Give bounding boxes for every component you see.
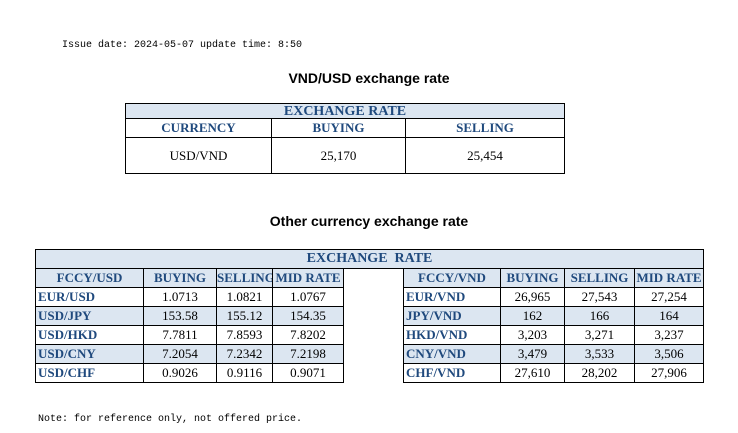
separator xyxy=(343,306,404,326)
table-title: EXCHANGE RATE xyxy=(34,249,705,269)
cell: 162 xyxy=(500,306,565,326)
separator xyxy=(343,363,404,383)
separator xyxy=(343,268,404,288)
column-header: SELLING xyxy=(564,268,635,288)
cell: 27,906 xyxy=(633,363,705,383)
cell: EUR/VND xyxy=(403,287,501,307)
data-row: USD/HKD 7.7811 7.8593 7.8202 HKD/VND 3,203 3,2… xyxy=(35,325,705,345)
cell: 0.9071 xyxy=(272,363,344,383)
cell: 3,271 xyxy=(564,325,635,345)
cell: 7.2198 xyxy=(272,344,344,364)
cell: 28,202 xyxy=(564,363,635,383)
usd-title: VND/USD exchange rate xyxy=(288,70,450,86)
cell: 27,254 xyxy=(633,287,705,307)
cell: 164 xyxy=(633,306,705,326)
title-row: EXCHANGE RATE xyxy=(124,103,566,119)
note: Note: for reference only, not offered pr… xyxy=(38,414,303,425)
issue-date: Issue date: 2024-05-07 update time: 8:50 xyxy=(62,40,303,51)
cell: 154.35 xyxy=(272,306,344,326)
column-header: MID RATE xyxy=(272,268,344,288)
cell: 3,479 xyxy=(500,344,565,364)
cell: 1.0713 xyxy=(143,287,217,307)
cell: 1.0821 xyxy=(216,287,273,307)
column-header: SELLING xyxy=(404,118,566,138)
cell: 7.2342 xyxy=(216,344,273,364)
column-header: BUYING xyxy=(271,118,406,138)
cell: 7.8202 xyxy=(272,325,344,345)
cell: 0.9026 xyxy=(143,363,217,383)
cell: 0.9116 xyxy=(216,363,273,383)
title-row: EXCHANGE RATE xyxy=(34,249,705,269)
cell: 27,610 xyxy=(500,363,565,383)
cell: 3,203 xyxy=(500,325,565,345)
separator xyxy=(343,344,404,364)
cell: USD/VND xyxy=(125,137,272,174)
data-row: USD/CHF 0.9026 0.9116 0.9071 CHF/VND 27,610 28… xyxy=(35,363,705,383)
column-header: MID RATE xyxy=(633,268,705,288)
column-header: BUYING xyxy=(143,268,217,288)
data-row: USD/JPY 153.58 155.12 154.35 JPY/VND 162 166 16… xyxy=(35,306,705,326)
other-title: Other currency exchange rate xyxy=(269,213,469,229)
cell: CNY/VND xyxy=(403,344,501,364)
separator xyxy=(343,287,404,307)
other-table: EXCHANGE RATE FCCY/USD BUYING SELLING MID RA… xyxy=(34,249,705,383)
data-row: EUR/USD 1.0713 1.0821 1.0767 EUR/VND 26,965 27… xyxy=(35,287,705,307)
cell: USD/HKD xyxy=(35,325,144,345)
cell: 27,543 xyxy=(564,287,635,307)
column-header: CURRENCY xyxy=(125,118,272,138)
column-header: FCCY/USD xyxy=(35,268,144,288)
column-header: FCCY/VND xyxy=(403,268,501,288)
cell: 166 xyxy=(564,306,635,326)
cell: 3,237 xyxy=(633,325,705,345)
cell: USD/CHF xyxy=(35,363,144,383)
table-title: EXCHANGE RATE xyxy=(124,103,566,119)
cell: HKD/VND xyxy=(403,325,501,345)
cell: JPY/VND xyxy=(403,306,501,326)
header-row: CURRENCY BUYING SELLING xyxy=(125,118,566,138)
cell: 7.7811 xyxy=(143,325,217,345)
cell: 25,170 xyxy=(271,137,406,174)
data-row: USD/CNY 7.2054 7.2342 7.2198 CNY/VND 3,479 3,5… xyxy=(35,344,705,364)
cell: 26,965 xyxy=(500,287,565,307)
cell: USD/CNY xyxy=(35,344,144,364)
cell: 3,533 xyxy=(564,344,635,364)
usd-table: EXCHANGE RATE CURRENCY BUYING SELLING USD/VN… xyxy=(124,103,566,174)
cell: CHF/VND xyxy=(403,363,501,383)
cell: EUR/USD xyxy=(35,287,144,307)
cell: 25,454 xyxy=(404,137,566,174)
separator xyxy=(343,325,404,345)
cell: 153.58 xyxy=(143,306,217,326)
cell: 3,506 xyxy=(633,344,705,364)
data-row: USD/VND 25,170 25,454 xyxy=(125,137,566,174)
cell: USD/JPY xyxy=(35,306,144,326)
cell: 7.2054 xyxy=(143,344,217,364)
cell: 1.0767 xyxy=(272,287,344,307)
header-row: FCCY/USD BUYING SELLING MID RATE FCCY/VND BUY… xyxy=(35,268,705,288)
cell: 155.12 xyxy=(216,306,273,326)
column-header: SELLING xyxy=(216,268,273,288)
column-header: BUYING xyxy=(500,268,565,288)
cell: 7.8593 xyxy=(216,325,273,345)
